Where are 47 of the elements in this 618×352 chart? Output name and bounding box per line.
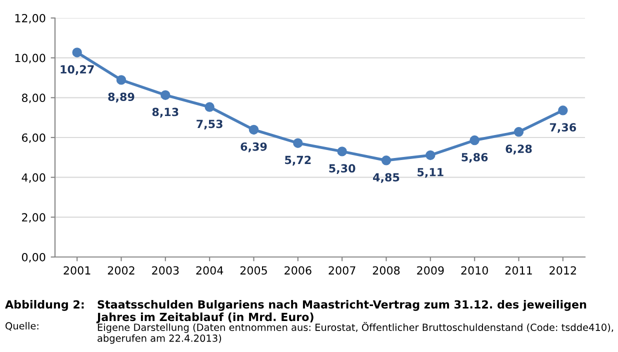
x-tick-label: 2010 xyxy=(461,266,488,275)
y-tick-label: 10,00 xyxy=(15,54,46,64)
x-tick-label: 2011 xyxy=(505,266,532,275)
y-tick-label: 4,00 xyxy=(22,173,46,183)
data-label: 4,85 xyxy=(373,173,400,183)
data-label: 6,39 xyxy=(240,142,267,152)
point xyxy=(426,150,436,160)
point xyxy=(470,135,480,146)
point xyxy=(381,156,392,166)
x-tick-label: 2002 xyxy=(108,266,134,275)
data-label: 5,86 xyxy=(462,152,488,163)
point xyxy=(72,48,82,58)
y-tick-label: 12,00 xyxy=(15,14,46,24)
x-tick-label: 2004 xyxy=(196,266,224,275)
x-tick-label: 2003 xyxy=(152,266,179,275)
point xyxy=(116,75,126,85)
point xyxy=(248,124,259,135)
data-label: 8,13 xyxy=(152,108,178,118)
data-label: 5,30 xyxy=(329,164,356,174)
text: Eigene Darstellung (Daten entnommen aus: Eurostat, Öffentlicher Bruttoschuldenstand (Code: tsdde410), abgerufen am 22.4.2013) xyxy=(98,322,614,344)
x-tick-label: 2006 xyxy=(284,266,312,275)
x-tick-label: 2007 xyxy=(328,266,356,275)
point xyxy=(160,90,170,100)
x-tick-label: 2001 xyxy=(64,266,90,275)
x-tick-label: 2012 xyxy=(550,266,576,275)
data-label: 5,11 xyxy=(418,168,444,178)
point xyxy=(337,146,347,156)
text: Abbildung 2: xyxy=(5,300,84,311)
point xyxy=(204,102,214,112)
source-note: Quelle: xyxy=(6,322,38,331)
x-tick-label: 2008 xyxy=(372,266,400,275)
data-label: 7,36 xyxy=(550,123,576,133)
point xyxy=(514,127,524,137)
x-tick-label: 2009 xyxy=(417,266,444,275)
point xyxy=(558,106,568,116)
x-tick-label: 2005 xyxy=(240,266,267,275)
text: Staatsschulden Bulgariens nach Maastricht-Vertrag zum 31.12. des jeweiligen Jahres im Zeitablauf (in Mrd. Euro) xyxy=(96,300,586,324)
y-tick-label: 6,00 xyxy=(22,133,46,144)
y-tick-label: 2,00 xyxy=(22,213,46,223)
data-label: 5,72 xyxy=(285,156,311,166)
data-label: 6,28 xyxy=(506,144,532,154)
y-tick-label: 8,00 xyxy=(22,94,46,104)
data-label: 8,89 xyxy=(108,92,134,102)
data-label: 7,53 xyxy=(196,120,222,130)
data-label: 10,27 xyxy=(60,65,94,75)
y-tick-label: 0,00 xyxy=(22,252,46,263)
point xyxy=(293,138,303,148)
